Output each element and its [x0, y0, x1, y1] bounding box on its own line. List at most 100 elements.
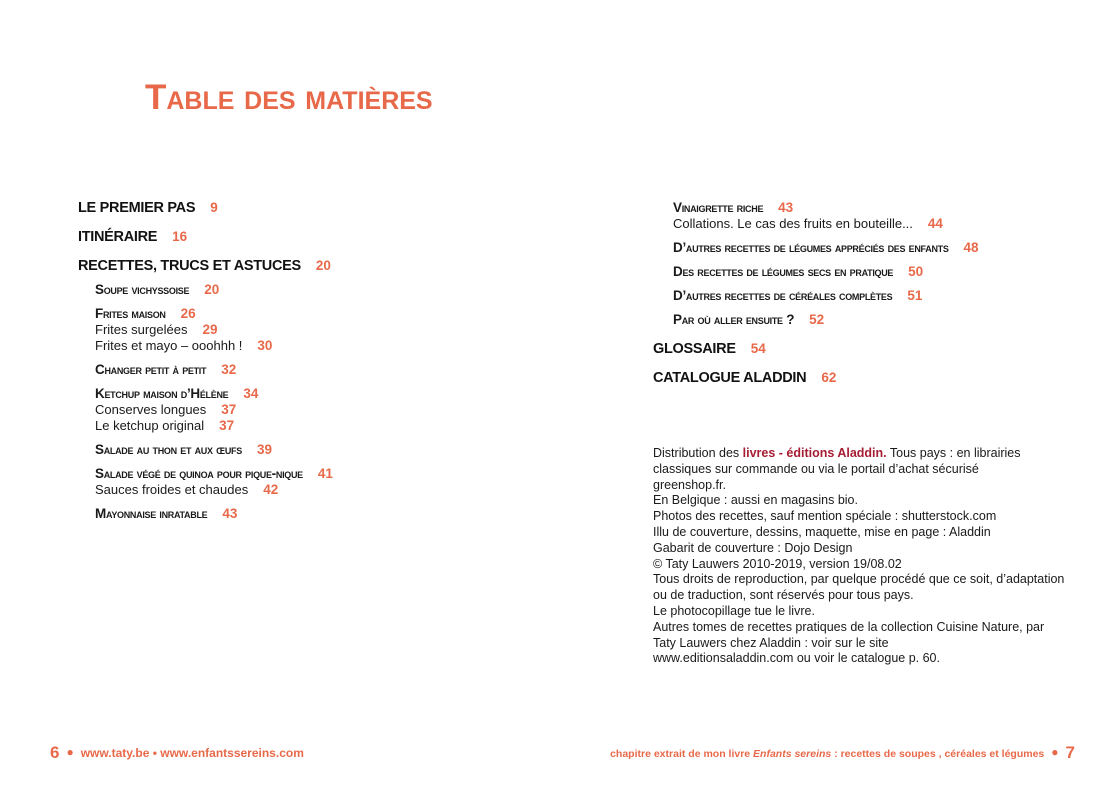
toc-entry-label: Mayonnaise inratable — [95, 506, 208, 521]
toc-entry: Frites et mayo – ooohhh ! 30 — [95, 338, 618, 354]
toc-entry: Changer petit à petit 32 — [95, 362, 618, 378]
toc-entry-label: ITINÉRAIRE — [78, 229, 158, 245]
toc-entry: Mayonnaise inratable 43 — [95, 506, 618, 522]
colophon-line: Illu de couverture, dessins, maquette, m… — [653, 524, 991, 539]
toc-entry-page: 16 — [172, 229, 188, 244]
toc-entry-label: Frites maison — [95, 306, 166, 321]
toc-entry-page: 34 — [243, 386, 259, 401]
toc-entry-label: Vinaigrette riche — [673, 200, 764, 215]
toc-entry-page: 43 — [778, 200, 794, 215]
toc-entry-page: 42 — [263, 482, 279, 497]
colophon-text: Distribution des — [653, 446, 743, 460]
toc-entry-label: D’autres recettes de céréales complètes — [673, 288, 893, 303]
toc-left-column: LE PREMIER PAS 9 ITINÉRAIRE 16 RECETTES, T… — [78, 200, 618, 522]
toc-entry-page: 50 — [908, 264, 924, 279]
toc-entry-label: RECETTES, TRUCS ET ASTUCES — [78, 258, 301, 274]
toc-entry: CATALOGUE ALADDIN 62 — [653, 370, 1093, 386]
toc-entry: Frites maison 26 — [95, 306, 618, 322]
toc-entry-page: 52 — [809, 312, 825, 327]
toc-entry: Le ketchup original 37 — [95, 418, 618, 434]
toc-entry-label: GLOSSAIRE — [653, 341, 736, 357]
colophon-line: ou de traduction, sont réservés pour tou… — [653, 588, 914, 603]
toc-entry: Frites surgelées 29 — [95, 322, 618, 338]
toc-entry: Soupe vichyssoise 20 — [95, 282, 618, 298]
toc-entry-page: 43 — [222, 506, 238, 521]
toc-entry-page: 37 — [219, 418, 235, 433]
page-title: Table des matières — [145, 78, 433, 117]
toc-entry: Ketchup maison d’Hélène 34 — [95, 386, 618, 402]
toc-entry-page: 48 — [963, 240, 979, 255]
toc-right-column: Vinaigrette riche 43 Collations. Le cas d… — [653, 200, 1093, 386]
toc-entry-label: LE PREMIER PAS — [78, 200, 196, 216]
toc-entry-label: Le ketchup original — [95, 418, 205, 433]
toc-entry: LE PREMIER PAS 9 — [78, 200, 618, 216]
publisher-highlight: livres - éditions Aladdin. — [742, 446, 887, 460]
toc-entry-label: Collations. Le cas des fruits en bouteil… — [673, 216, 913, 231]
colophon-line: classiques sur commande ou via le portai… — [653, 461, 979, 476]
toc-entry: Sauces froides et chaudes 42 — [95, 482, 618, 498]
toc-entry-page: 29 — [202, 322, 218, 337]
colophon-line: greenshop.fr. — [653, 477, 726, 492]
toc-entry-label: Salade au thon et aux œufs — [95, 442, 242, 457]
toc-entry-page: 41 — [317, 466, 333, 481]
footer-bullet-icon: ● — [66, 745, 74, 759]
toc-entry-page: 39 — [256, 442, 272, 457]
toc-entry: D’autres recettes de céréales complètes 5… — [673, 288, 1093, 304]
toc-entry-page: 20 — [315, 258, 331, 273]
footer-note-prefix: chapitre extrait de mon livre — [610, 748, 754, 760]
footer-book-title: Enfants sereins — [753, 748, 832, 760]
colophon-line: Photos des recettes, sauf mention spécia… — [653, 509, 997, 524]
toc-entry-label: Conserves longues — [95, 402, 207, 417]
colophon-line: © Taty Lauwers 2010-2019, version 19/08.… — [653, 556, 902, 571]
toc-entry-label: Sauces froides et chaudes — [95, 482, 249, 497]
toc-entry-label: D’autres recettes de légumes appréciés d… — [673, 240, 949, 255]
toc-entry-label: Soupe vichyssoise — [95, 282, 190, 297]
toc-entry: Salade végé de quinoa pour pique-nique 41 — [95, 466, 618, 482]
toc-entry-label: Ketchup maison d’Hélène — [95, 386, 229, 401]
toc-entry-page: 62 — [821, 370, 837, 385]
footer-left: 6 ● www.taty.be • www.enfantssereins.com — [50, 743, 304, 763]
colophon-line: Autres tomes de recettes pratiques de la… — [653, 619, 1045, 634]
footer-page-number-left: 6 — [50, 743, 60, 762]
toc-entry-label: Frites surgelées — [95, 322, 188, 337]
toc-entry: Vinaigrette riche 43 — [673, 200, 1093, 216]
toc-entry-label: Par où aller ensuite ? — [673, 312, 795, 327]
toc-entry-label: Des recettes de légumes secs en pratique — [673, 264, 894, 279]
colophon-line: Le photocopillage tue le livre. — [653, 603, 815, 618]
toc-entry: Conserves longues 37 — [95, 402, 618, 418]
toc-entry-label: Frites et mayo – ooohhh ! — [95, 338, 243, 353]
toc-entry-label: CATALOGUE ALADDIN — [653, 370, 807, 386]
colophon: Distribution des livres - éditions Aladd… — [653, 446, 1093, 667]
toc-entry-page: 9 — [210, 200, 218, 215]
footer-note-suffix: : recettes de soupes , céréales et légum… — [831, 748, 1045, 760]
toc-entry-label: Salade végé de quinoa pour pique-nique — [95, 466, 303, 481]
toc-entry-page: 32 — [221, 362, 237, 377]
toc-entry-page: 20 — [204, 282, 220, 297]
footer-bullet-icon: ● — [1051, 745, 1059, 759]
colophon-line: Taty Lauwers chez Aladdin : voir sur le … — [653, 635, 889, 650]
toc-entry-page: 26 — [180, 306, 196, 321]
toc-entry: GLOSSAIRE 54 — [653, 341, 1093, 357]
footer-websites: www.taty.be • www.enfantssereins.com — [80, 746, 304, 760]
toc-entry: ITINÉRAIRE 16 — [78, 229, 618, 245]
toc-entry-page: 30 — [257, 338, 273, 353]
colophon-line: Tous droits de reproduction, par quelque… — [653, 572, 1065, 587]
footer-chapter-note: chapitre extrait de mon livre Enfants se… — [610, 748, 1044, 760]
toc-entry-page: 54 — [750, 341, 766, 356]
toc-entry: Salade au thon et aux œufs 39 — [95, 442, 618, 458]
footer-right: chapitre extrait de mon livre Enfants se… — [610, 743, 1075, 763]
toc-entry-page: 51 — [907, 288, 923, 303]
toc-entry: D’autres recettes de légumes appréciés d… — [673, 240, 1093, 256]
colophon-line: www.editionsaladdin.com ou voir le catal… — [653, 651, 940, 666]
toc-entry-page: 44 — [927, 216, 943, 231]
colophon-line: Gabarit de couverture : Dojo Design — [653, 540, 853, 555]
footer-page-number-right: 7 — [1065, 743, 1075, 762]
toc-entry-label: Changer petit à petit — [95, 362, 207, 377]
toc-entry: Des recettes de légumes secs en pratique… — [673, 264, 1093, 280]
toc-entry-page: 37 — [221, 402, 237, 417]
colophon-text: Tous pays : en librairies — [886, 446, 1021, 460]
toc-entry: Par où aller ensuite ? 52 — [673, 312, 1093, 328]
toc-entry: Collations. Le cas des fruits en bouteil… — [673, 216, 1093, 232]
toc-entry: RECETTES, TRUCS ET ASTUCES 20 — [78, 258, 618, 274]
